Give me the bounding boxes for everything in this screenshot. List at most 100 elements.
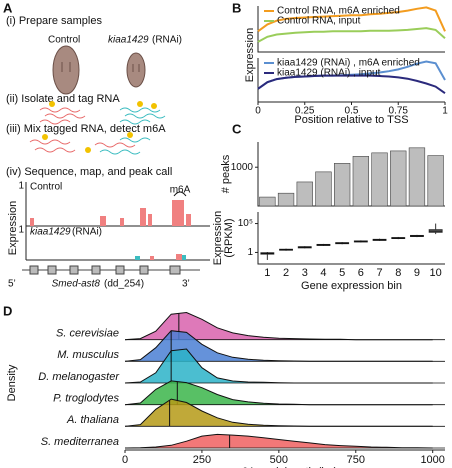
density-area [125,399,433,427]
tag [42,134,48,140]
axes [257,212,445,265]
y-axis-label: Expression [244,28,256,82]
x-tick-label: 1 [442,106,448,117]
step: (iv) Sequence, map, and peak call [6,166,172,178]
series-label: A. thaliana [66,414,119,426]
x-tick-label: 0.75 [389,106,409,117]
y-tick-label: 1000 [231,162,254,173]
worm [52,45,80,95]
bar [390,150,407,207]
x-axis-label: m6A peak length (bp) [233,466,338,468]
y-tick-label: 1 [247,247,253,258]
line [257,27,446,43]
rna [119,107,166,125]
tag [85,147,91,153]
rna [29,139,136,153]
x-tick-label: 1000 [420,454,444,466]
rna [39,107,86,125]
diagram: (i) Prepare samples Control kiaa1429 (RN… [6,15,210,290]
axes [257,6,445,53]
bar [315,171,332,207]
tag [127,132,133,138]
x-tick-label: 7 [376,267,382,279]
peak-label: m6A [170,185,191,196]
x-tick-label: 0.25 [295,106,315,117]
track-max: 1 [18,181,24,192]
density-area [125,380,433,405]
track-max: 1 [18,225,24,236]
legend-label: kiaa1429 (RNAi) , m6A enriched [277,58,420,69]
x-tick-label: 0.5 [345,106,359,117]
step: (iii) Mix tagged RNA, detect m6A [6,123,166,135]
worm-eyes [61,62,140,72]
x-tick-label: 5 [339,267,345,279]
gene-id: (dd_254) [104,279,144,290]
density-line [124,433,433,449]
legend-label: kiaa1429 (RNAi) , input [277,68,381,79]
track-label: kiaa1429 [30,227,71,238]
x-tick-label: 500 [270,454,288,466]
x-tick-label: 4 [320,267,326,279]
panel-label: B [232,0,241,15]
rna [99,137,151,155]
density-area [125,349,433,383]
x-tick-label: 250 [193,454,211,466]
tag [49,101,55,107]
track-label: (RNAi) [72,227,102,238]
sample-label: kiaa1429 [108,35,149,46]
line [257,6,446,33]
bar [333,163,351,207]
x-axis-label: Position relative to TSS [294,114,408,126]
x-tick-label: 1 [264,267,270,279]
density-area [125,434,433,448]
x-axis-label: Gene expression bin [301,280,402,292]
legend-label: Control RNA, input [277,16,361,27]
density-area [125,312,433,340]
y-axis-label: Expression [212,211,224,265]
series-label: D. melanogaster [38,371,120,383]
x-tick-label: 3 [302,267,308,279]
bar [296,181,313,207]
bar [352,156,370,207]
exons [29,265,181,275]
worm [126,52,146,88]
track-signal [30,200,191,260]
series-label: S. mediterranea [41,436,119,448]
sample-label: (RNAi) [152,35,182,46]
y-tick-label: 10⁵ [238,218,253,229]
track-signal [135,255,186,260]
panel-label: D [3,303,12,318]
bar [277,192,295,207]
density-area [125,330,433,362]
series-label: P. troglodytes [53,393,119,405]
series-label: M. musculus [57,349,119,361]
x-tick-label: 750 [347,454,365,466]
series-label: S. cerevisiae [56,328,119,340]
legend-label: Control RNA, m6A enriched [277,6,400,17]
sample-label: Control [48,35,80,46]
bar [408,147,426,207]
x-tick-label: 0 [255,106,261,117]
track-label: Control [30,182,62,193]
x-tick-label: 9 [414,267,420,279]
x-tick-label: 6 [358,267,364,279]
bar [371,152,388,207]
y-axis-label: Density [6,364,18,401]
step: (ii) Isolate and tag RNA [6,93,120,105]
x-tick-label: 10 [430,267,442,279]
track-axis-label: Expression [7,201,19,255]
x-tick-label: 8 [395,267,401,279]
panel-label: C [232,121,242,136]
peak-arc [173,191,187,197]
bar [259,196,276,207]
x-tick-label: 0 [122,454,128,466]
bar [427,155,444,207]
gene-name: Smed-ast8 [52,279,101,290]
x-tick-label: 2 [283,267,289,279]
line [257,74,446,95]
tag [137,101,143,107]
panel-label: A [3,0,13,15]
y-axis-label: # peaks [220,154,232,193]
y-axis-label: (RPKM) [223,218,235,257]
